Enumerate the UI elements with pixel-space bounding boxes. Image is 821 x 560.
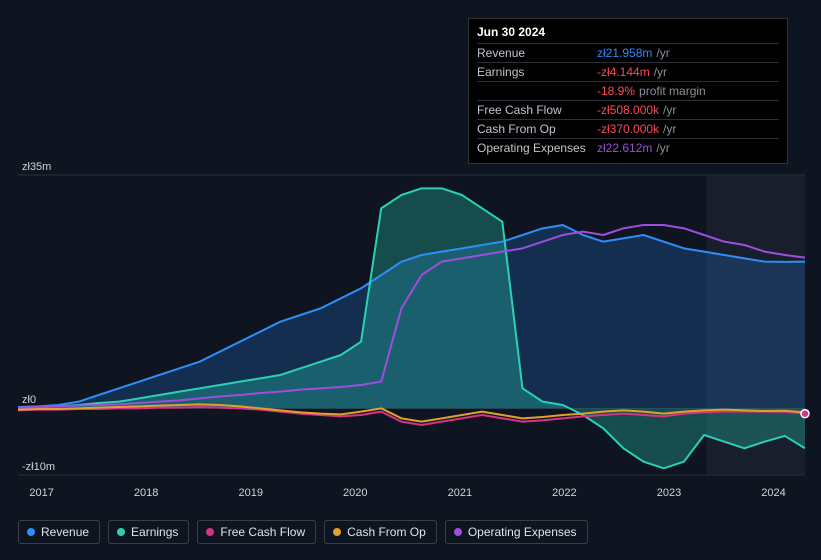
tooltip-row-label: Free Cash Flow [477,103,597,117]
x-axis-label: 2022 [552,487,576,499]
tooltip-row-unit: /yr [654,65,667,79]
legend-label: Free Cash Flow [220,525,305,539]
tooltip-row-value: -zł4.144m [597,65,650,79]
legend-label: Earnings [131,525,178,539]
legend-item-revenue[interactable]: Revenue [18,520,100,544]
tooltip-row-value: zł21.958m [597,46,652,60]
legend-item-fcf[interactable]: Free Cash Flow [197,520,316,544]
y-axis-label: zł0 [22,394,36,406]
x-axis-label: 2018 [134,487,158,499]
x-axis-label: 2020 [343,487,367,499]
tooltip-row-value: -zł508.000k [597,103,659,117]
legend-item-opex[interactable]: Operating Expenses [445,520,588,544]
tooltip-row-unit: /yr [656,141,669,155]
legend-dot-icon [333,528,341,536]
tooltip-row-value: -zł370.000k [597,122,659,136]
legend-dot-icon [117,528,125,536]
legend-dot-icon [27,528,35,536]
chart-tooltip: Jun 30 2024 Revenuezł21.958m/yrEarnings-… [468,18,788,164]
x-axis-label: 2019 [238,487,262,499]
tooltip-row-value: -18.9% [597,84,635,98]
tooltip-row-label: Operating Expenses [477,141,597,155]
legend-label: Revenue [41,525,89,539]
legend-dot-icon [206,528,214,536]
x-axis-label: 2023 [657,487,681,499]
x-axis-label: 2017 [29,487,53,499]
y-axis-label: zł35m [22,161,51,173]
legend-item-cfo[interactable]: Cash From Op [324,520,437,544]
tooltip-row-value: zł22.612m [597,141,652,155]
tooltip-row: Earnings-zł4.144m/yr [477,62,779,81]
chart-legend: Revenue Earnings Free Cash Flow Cash From O… [18,520,588,544]
tooltip-row-unit: /yr [663,122,676,136]
tooltip-row-label: Cash From Op [477,122,597,136]
tooltip-date: Jun 30 2024 [477,25,779,43]
legend-item-earnings[interactable]: Earnings [108,520,189,544]
tooltip-row: Free Cash Flow-zł508.000k/yr [477,100,779,119]
tooltip-row-unit: /yr [663,103,676,117]
tooltip-row: -18.9% profit margin [477,81,779,100]
tooltip-row-label: Earnings [477,65,597,79]
tooltip-row: Revenuezł21.958m/yr [477,43,779,62]
tooltip-row-label [477,84,597,98]
tooltip-row: Operating Expenseszł22.612m/yr [477,138,779,157]
financials-chart: Jun 30 2024 Revenuezł21.958m/yrEarnings-… [0,0,821,560]
legend-dot-icon [454,528,462,536]
x-axis-label: 2024 [761,487,785,499]
x-axis-label: 2021 [448,487,472,499]
y-axis-label: -zł10m [22,461,55,473]
tooltip-row-label: Revenue [477,46,597,60]
tooltip-row-unit: profit margin [639,84,706,98]
legend-label: Operating Expenses [468,525,577,539]
tooltip-row: Cash From Op-zł370.000k/yr [477,119,779,138]
legend-label: Cash From Op [347,525,426,539]
tooltip-row-unit: /yr [656,46,669,60]
